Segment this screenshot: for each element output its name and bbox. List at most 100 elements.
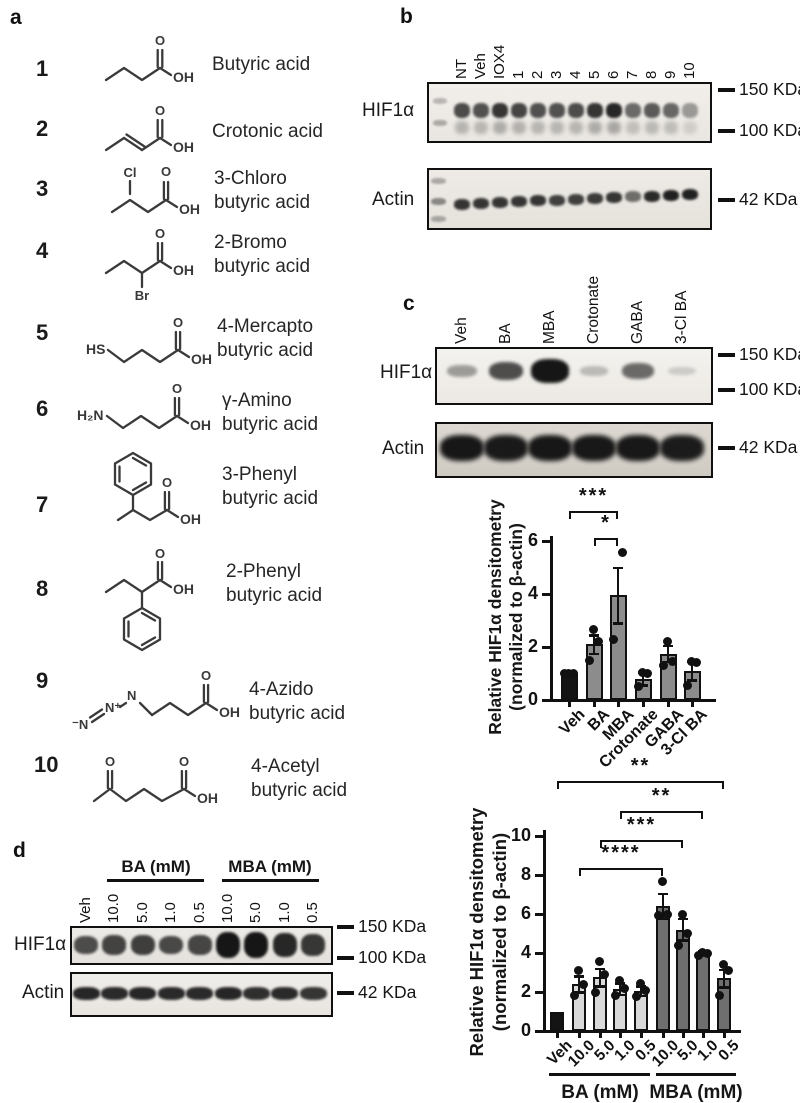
group-underline — [222, 879, 319, 882]
lane-label: 0.5 — [190, 902, 208, 923]
blot-band — [621, 362, 655, 380]
marker-dash — [718, 88, 735, 92]
significance-stars: **** — [601, 842, 641, 864]
x-axis-tick — [662, 1032, 665, 1038]
significance-bracket — [557, 781, 724, 789]
atom-label: OH — [173, 581, 194, 597]
y-title-line: Relative HIF1α densitometry — [485, 499, 505, 735]
structure-4-mercapto-butyric-acid: HS O OH — [86, 315, 212, 367]
atom-label: O — [172, 381, 182, 396]
structure-4-azido-butyric-acid: ⁻N N⁺ N O OH — [72, 668, 240, 732]
atom-label: OH — [173, 139, 194, 155]
atom-label: O — [155, 103, 165, 118]
ladder-band — [431, 198, 446, 205]
lane-label: BA — [497, 323, 514, 344]
marker-label: 42 KDa — [358, 982, 417, 1002]
blot-band — [568, 102, 584, 118]
blot-band — [130, 934, 155, 956]
blot-band — [214, 986, 242, 1000]
x-axis-tick — [723, 1032, 726, 1038]
structure-3-chloro-butyric-acid: Cl O OH — [110, 164, 200, 217]
y-axis-tick — [542, 646, 550, 649]
data-point — [718, 960, 728, 970]
atom-label: O — [105, 754, 115, 769]
x-axis-tick — [556, 1032, 559, 1038]
atom-label: Br — [135, 288, 149, 303]
blot-band — [682, 102, 698, 118]
marker-dash — [718, 198, 735, 202]
blot-band — [549, 194, 565, 206]
marker-label: 100 KDa — [739, 120, 800, 140]
data-point — [599, 969, 609, 979]
data-point — [657, 877, 667, 887]
error-bar-cap — [658, 892, 668, 896]
error-bar — [691, 661, 693, 681]
data-point — [723, 966, 733, 976]
blot-band — [454, 198, 470, 210]
compound-number: 3 — [36, 176, 49, 201]
atom-label: O — [173, 315, 183, 330]
compound-name: 2-Phenyl — [226, 561, 301, 582]
x-axis-tick — [599, 1032, 602, 1038]
blot-band — [473, 197, 489, 209]
blot-band — [301, 934, 326, 956]
data-point — [653, 911, 663, 921]
error-bar-cap — [658, 917, 668, 921]
structure-4-acetyl-butyric-acid: O O OH — [92, 754, 218, 806]
lane-label: 0.5 — [304, 902, 322, 923]
data-point — [697, 947, 707, 957]
data-point — [714, 991, 724, 1001]
blot-band — [299, 986, 327, 1000]
compound-number: 7 — [36, 492, 49, 517]
compound-number: 2 — [36, 116, 49, 141]
compound-number: 8 — [36, 576, 49, 601]
compound-name: 3-Chloro — [214, 168, 287, 189]
blot-row-label: HIF1α — [380, 362, 433, 383]
blot-band — [568, 193, 584, 205]
data-point — [608, 634, 618, 644]
compound-number: 6 — [36, 396, 49, 421]
data-point — [569, 991, 579, 1001]
error-bar — [682, 918, 684, 941]
compound-name: 4-Azido — [249, 679, 314, 700]
data-point — [617, 548, 627, 558]
marker-label: 100 KDa — [739, 379, 800, 399]
bar — [550, 1011, 564, 1031]
marker-dash — [337, 991, 354, 995]
blot-band — [531, 359, 569, 383]
atom-label: O — [155, 548, 165, 561]
blot-band — [473, 102, 489, 118]
error-bar-cap — [719, 986, 729, 989]
data-point — [682, 680, 692, 690]
blot-band — [492, 196, 508, 208]
bar — [656, 906, 670, 1031]
error-bar-cap — [595, 967, 605, 971]
lane-label: 10.0 — [105, 893, 123, 923]
y-axis-tick — [535, 1030, 543, 1033]
lane-label: 4 — [567, 70, 584, 79]
marker-label: 150 KDa — [358, 916, 427, 936]
compound-name: γ-Amino — [222, 390, 292, 411]
chart-c-y-axis-title: Relative HIF1α densitometry (normalized … — [485, 467, 527, 767]
blot-band — [242, 986, 270, 1000]
lane-label: 2 — [529, 70, 546, 79]
x-axis-tick — [640, 1032, 643, 1038]
y-axis-tick — [535, 952, 543, 955]
blot-band — [271, 986, 299, 1000]
significance-stars: *** — [626, 814, 657, 836]
error-bar-cap — [589, 634, 599, 637]
x-axis-tick — [667, 701, 670, 707]
blot-band — [74, 935, 98, 955]
atom-label: HS — [86, 341, 105, 357]
atom-label: O — [161, 164, 171, 179]
x-axis-tick — [682, 1032, 685, 1038]
blot-band — [129, 986, 157, 1000]
y-axis-tick — [542, 540, 550, 543]
error-bar — [617, 567, 619, 624]
significance-stars: ** — [651, 785, 672, 807]
ladder-band — [431, 178, 446, 184]
compound-number: 9 — [36, 668, 49, 693]
marker-dash — [337, 925, 354, 929]
error-bar-cap — [589, 652, 599, 656]
compound-name: butyric acid — [214, 256, 311, 277]
